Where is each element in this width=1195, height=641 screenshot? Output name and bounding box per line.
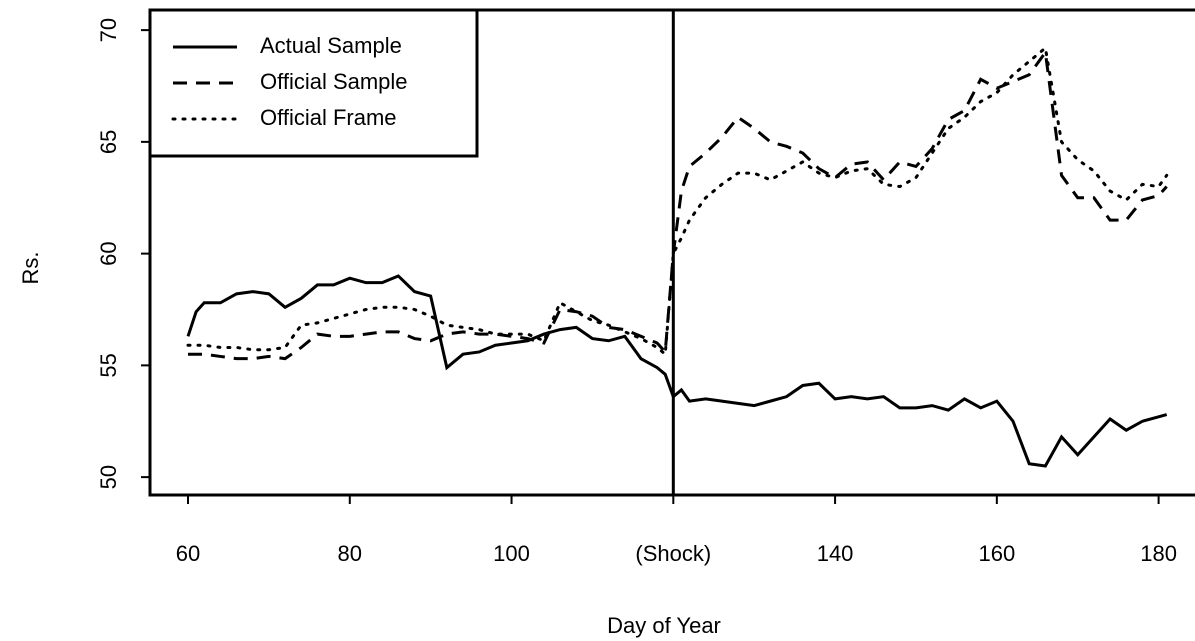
y-axis-label: Rs. bbox=[18, 252, 43, 285]
series-line bbox=[188, 48, 1168, 361]
x-tick-label: 100 bbox=[493, 541, 530, 566]
plot-frame bbox=[148, 8, 1195, 497]
y-tick-label: 60 bbox=[96, 241, 121, 265]
legend-label: Official Sample bbox=[260, 69, 408, 94]
series-line bbox=[186, 274, 1168, 468]
y-tick-label: 70 bbox=[96, 18, 121, 42]
x-axis-label: Day of Year bbox=[607, 613, 721, 638]
x-tick-label: 180 bbox=[1140, 541, 1177, 566]
x-tick-label: 80 bbox=[338, 541, 362, 566]
y-tick-label: 65 bbox=[96, 130, 121, 154]
series-line bbox=[186, 45, 1169, 358]
y-tick-label: 50 bbox=[96, 465, 121, 489]
x-tick-label: (Shock) bbox=[635, 541, 711, 566]
legend-label: Actual Sample bbox=[260, 33, 402, 58]
legend-label: Official Frame bbox=[260, 105, 397, 130]
x-tick-label: 140 bbox=[817, 541, 854, 566]
x-tick-label: 160 bbox=[978, 541, 1015, 566]
x-tick-label: 60 bbox=[176, 541, 200, 566]
y-tick-label: 55 bbox=[96, 353, 121, 377]
